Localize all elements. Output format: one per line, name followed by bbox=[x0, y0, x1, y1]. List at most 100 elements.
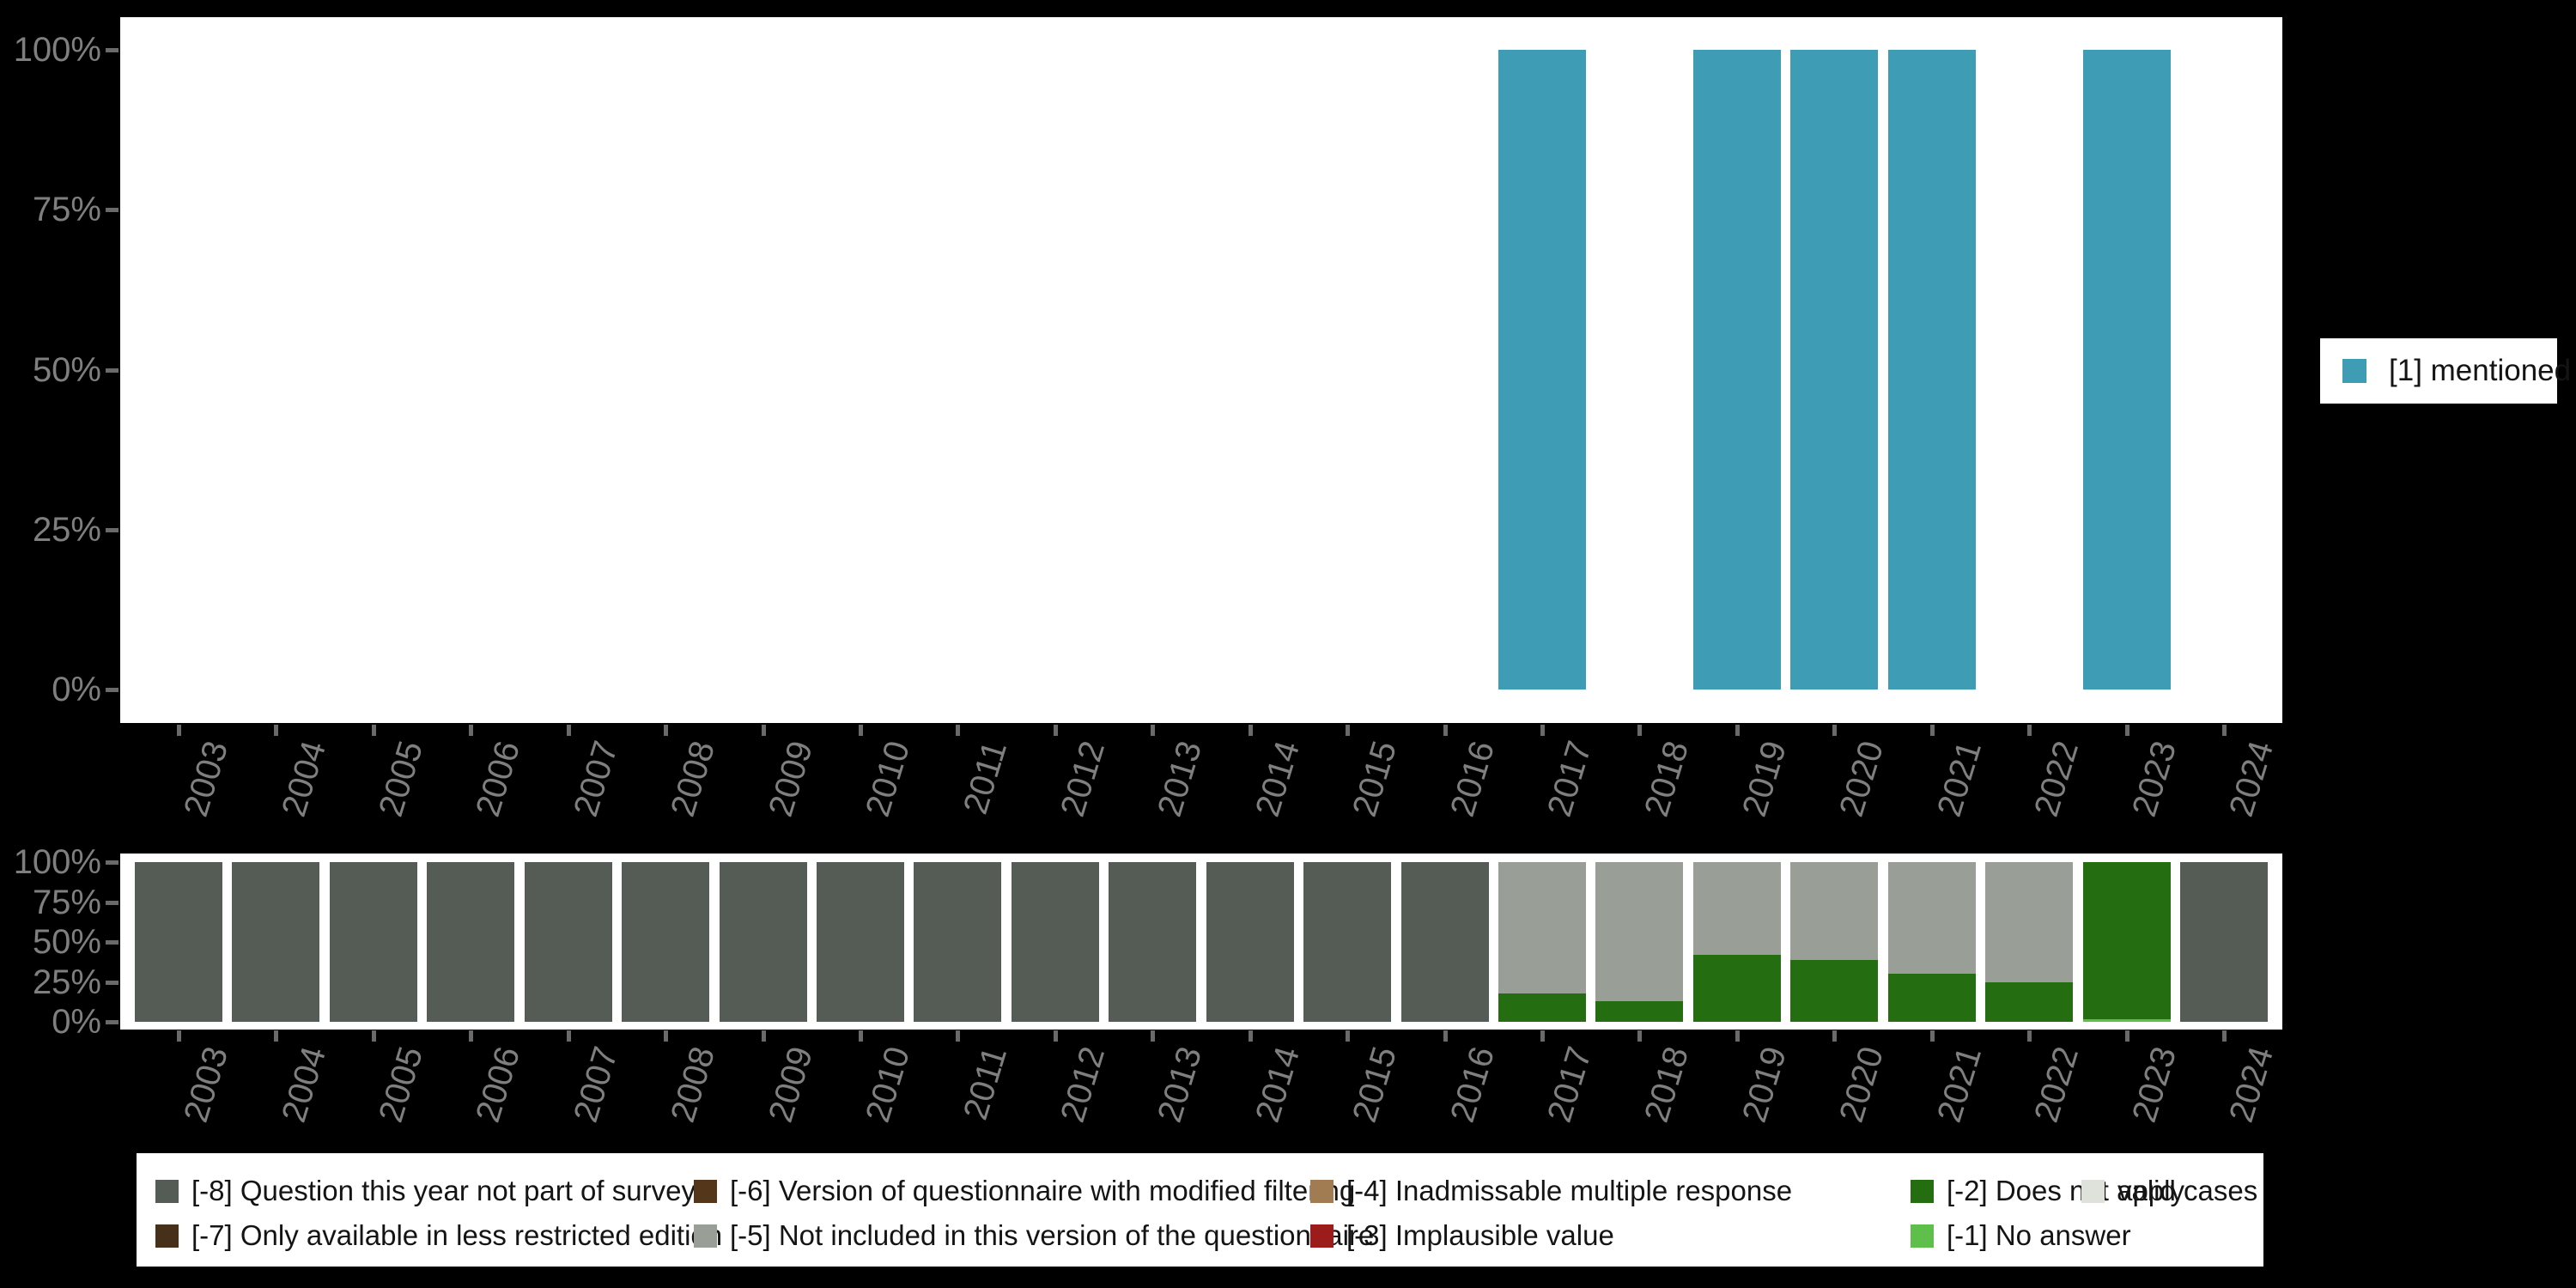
x-tick-mark bbox=[2027, 1030, 2032, 1042]
x-tick-mark bbox=[371, 1030, 376, 1042]
x-tick-mark bbox=[1929, 1030, 1935, 1042]
y-axis-tick-label: 100% bbox=[13, 31, 101, 69]
x-axis-tick-label-2010: 2010 bbox=[859, 1042, 918, 1127]
x-axis-tick-label-2008: 2008 bbox=[664, 737, 723, 821]
x-axis-tick-label-2011: 2011 bbox=[957, 737, 1015, 819]
mentioned-bar-2021 bbox=[1888, 50, 1976, 690]
x-tick-mark bbox=[1637, 1030, 1643, 1042]
x-tick-mark bbox=[469, 1030, 474, 1042]
missing-seg-2018--2 bbox=[1595, 1000, 1683, 1022]
missing-seg-2004--8 bbox=[232, 862, 319, 1022]
x-axis-tick-label-2014: 2014 bbox=[1248, 1042, 1307, 1127]
y-tick-mark bbox=[106, 688, 118, 692]
y-axis-tick-label: 50% bbox=[32, 350, 101, 389]
x-tick-mark bbox=[2124, 725, 2129, 736]
y-axis-tick-label: 0% bbox=[52, 1003, 101, 1041]
missing-seg-2022--2 bbox=[1985, 981, 2073, 1022]
y-tick-mark bbox=[106, 980, 118, 985]
mentioned-legend-label: [1] mentioned bbox=[2389, 354, 2572, 387]
x-axis-tick-label-2012: 2012 bbox=[1053, 1042, 1112, 1127]
missing-seg-2017--2 bbox=[1498, 993, 1586, 1022]
legend-swatch--1 bbox=[1911, 1224, 1934, 1248]
x-tick-mark bbox=[664, 1030, 669, 1042]
x-tick-mark bbox=[1346, 1030, 1351, 1042]
x-tick-mark bbox=[274, 725, 279, 736]
x-axis-tick-label-2011: 2011 bbox=[957, 1042, 1015, 1125]
x-tick-mark bbox=[1540, 1030, 1545, 1042]
legend-label--3: [-3] Implausible value bbox=[1346, 1219, 1614, 1251]
x-axis-tick-label-2016: 2016 bbox=[1443, 1042, 1502, 1127]
y-tick-mark bbox=[106, 860, 118, 865]
x-axis-tick-label-2018: 2018 bbox=[1637, 1042, 1697, 1127]
legend-label--6: [-6] Version of questionnaire with modif… bbox=[730, 1175, 1356, 1206]
legend-label--5: [-5] Not included in this version of the… bbox=[730, 1219, 1375, 1251]
missing-seg-2013--8 bbox=[1109, 862, 1196, 1022]
x-tick-mark bbox=[1248, 1030, 1253, 1042]
missing-seg-2015--8 bbox=[1303, 862, 1391, 1022]
y-axis-tick-label: 75% bbox=[32, 191, 101, 229]
legend-label-valid: valid cases bbox=[2117, 1175, 2258, 1206]
missing-seg-2022--5 bbox=[1985, 862, 2073, 982]
x-tick-mark bbox=[177, 1030, 182, 1042]
legend-label--8: [-8] Question this year not part of surv… bbox=[191, 1175, 696, 1206]
legend-swatch--3 bbox=[1310, 1224, 1334, 1248]
x-tick-mark bbox=[1151, 1030, 1156, 1042]
mentioned-bar-2017 bbox=[1498, 50, 1586, 690]
x-tick-mark bbox=[1832, 1030, 1838, 1042]
x-axis-tick-label-2008: 2008 bbox=[664, 1042, 723, 1127]
x-axis-tick-label-2016: 2016 bbox=[1443, 737, 1502, 821]
x-tick-mark bbox=[1053, 725, 1058, 736]
missing-seg-2011--8 bbox=[914, 862, 1001, 1022]
x-tick-mark bbox=[1443, 1030, 1448, 1042]
x-axis-tick-label-2013: 2013 bbox=[1151, 737, 1210, 821]
missing-seg-2016--8 bbox=[1401, 862, 1489, 1022]
missing-seg-2005--8 bbox=[330, 862, 417, 1022]
y-tick-mark bbox=[106, 900, 118, 905]
legend-item--4: [-4] Inadmissable multiple response bbox=[1310, 1174, 1792, 1208]
x-tick-mark bbox=[1735, 725, 1740, 736]
x-axis-tick-label-2024: 2024 bbox=[2221, 737, 2281, 821]
x-axis-tick-label-2006: 2006 bbox=[469, 1042, 528, 1127]
missing-seg-2007--8 bbox=[525, 862, 612, 1022]
mentioned-legend-swatch bbox=[2342, 359, 2366, 383]
legend-item--1: [-1] No answer bbox=[1911, 1218, 2131, 1253]
x-axis-tick-label-2005: 2005 bbox=[371, 1042, 430, 1127]
legend-label--1: [-1] No answer bbox=[1947, 1219, 2131, 1251]
legend-item--8: [-8] Question this year not part of surv… bbox=[155, 1174, 696, 1208]
legend-item--6: [-6] Version of questionnaire with modif… bbox=[694, 1174, 1355, 1208]
y-tick-mark bbox=[106, 940, 118, 945]
mentioned-bar-2020 bbox=[1790, 50, 1878, 690]
x-axis-tick-label-2017: 2017 bbox=[1540, 737, 1600, 821]
x-axis-tick-label-2019: 2019 bbox=[1735, 1042, 1794, 1127]
x-axis-tick-label-2018: 2018 bbox=[1637, 737, 1697, 821]
legend-swatch--2 bbox=[1911, 1179, 1934, 1203]
x-tick-mark bbox=[566, 1030, 571, 1042]
x-tick-mark bbox=[1637, 725, 1643, 736]
x-tick-mark bbox=[1151, 725, 1156, 736]
y-tick-mark bbox=[106, 48, 118, 52]
y-axis-tick-label: 0% bbox=[52, 671, 101, 708]
x-tick-mark bbox=[664, 725, 669, 736]
missing-seg-2019--5 bbox=[1693, 862, 1781, 955]
x-axis-tick-label-2020: 2020 bbox=[1832, 1042, 1892, 1127]
legend-item--2: [-2] Does not apply bbox=[1911, 1174, 2184, 1208]
x-tick-mark bbox=[1443, 725, 1448, 736]
missing-seg-2010--8 bbox=[817, 862, 904, 1022]
x-tick-mark bbox=[1053, 1030, 1058, 1042]
legend-item--3: [-3] Implausible value bbox=[1310, 1218, 1614, 1253]
x-tick-mark bbox=[859, 1030, 864, 1042]
x-tick-mark bbox=[2124, 1030, 2129, 1042]
missing-seg-2017--5 bbox=[1498, 862, 1586, 993]
missing-seg-2020--5 bbox=[1790, 862, 1878, 960]
x-axis-tick-label-2022: 2022 bbox=[2027, 737, 2087, 821]
x-axis-tick-label-2003: 2003 bbox=[177, 737, 236, 821]
x-tick-mark bbox=[1346, 725, 1351, 736]
missing-seg-2008--8 bbox=[622, 862, 709, 1022]
missing-seg-2019--2 bbox=[1693, 954, 1781, 1022]
x-tick-mark bbox=[1248, 725, 1253, 736]
legend-item--5: [-5] Not included in this version of the… bbox=[694, 1218, 1374, 1253]
missing-seg-2003--8 bbox=[135, 862, 222, 1022]
x-axis-tick-label-2009: 2009 bbox=[761, 737, 820, 821]
legend-swatch--6 bbox=[694, 1179, 717, 1203]
x-tick-mark bbox=[2221, 1030, 2227, 1042]
